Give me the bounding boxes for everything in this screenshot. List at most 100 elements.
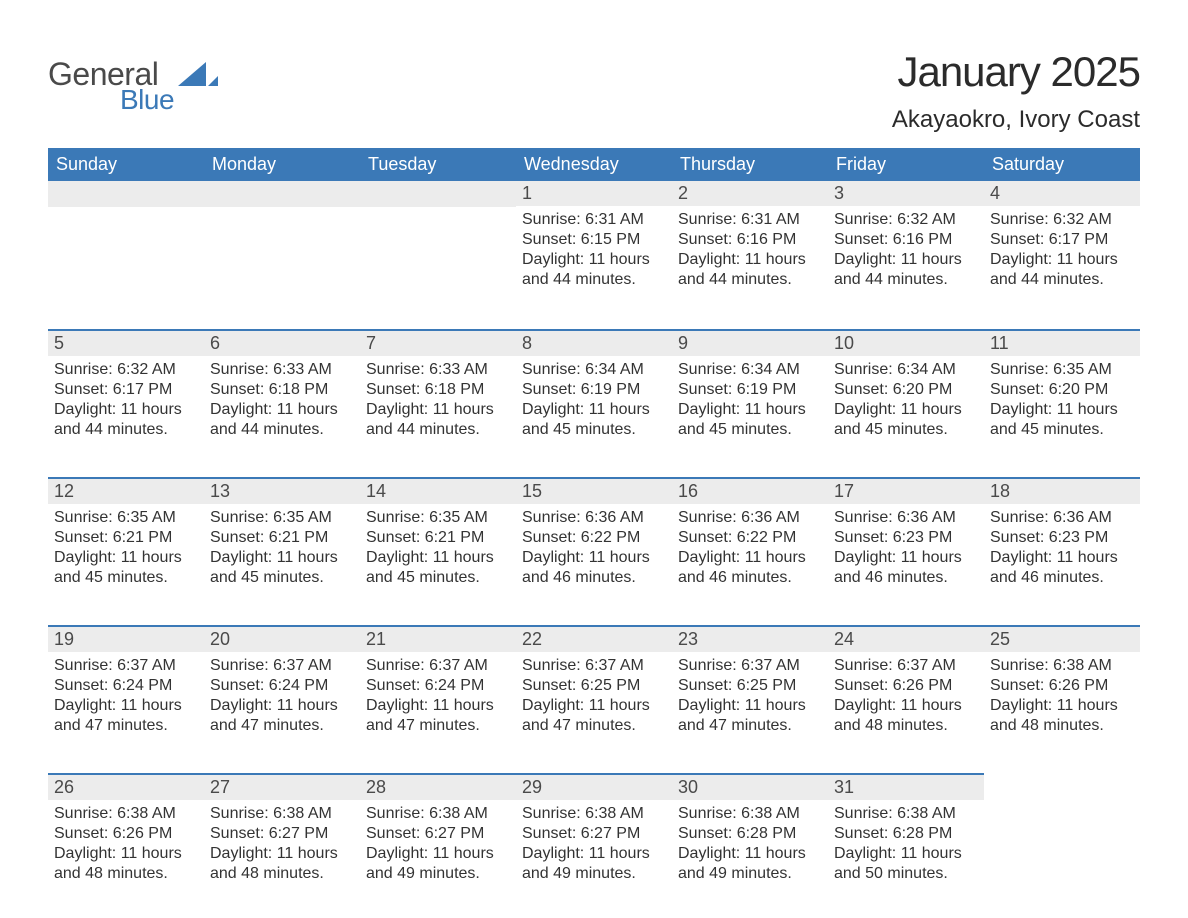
daylight-line: Daylight: 11 hours and 46 minutes. [834,548,978,588]
day-details: Sunrise: 6:38 AMSunset: 6:26 PMDaylight:… [48,800,204,890]
calendar-day-cell: 23Sunrise: 6:37 AMSunset: 6:25 PMDayligh… [672,625,828,757]
daylight-line: Daylight: 11 hours and 50 minutes. [834,844,978,884]
sunset-line: Sunset: 6:27 PM [522,824,666,844]
day-number: 20 [204,625,360,652]
calendar-day-cell [204,181,360,313]
logo-text: General Blue [48,58,174,114]
sunset-line: Sunset: 6:21 PM [366,528,510,548]
day-details: Sunrise: 6:38 AMSunset: 6:27 PMDaylight:… [204,800,360,890]
daylight-line: Daylight: 11 hours and 44 minutes. [210,400,354,440]
day-number: 3 [828,181,984,206]
empty-day-bar [48,181,204,207]
daylight-line: Daylight: 11 hours and 48 minutes. [54,844,198,884]
sunrise-line: Sunrise: 6:37 AM [834,656,978,676]
sunset-line: Sunset: 6:25 PM [522,676,666,696]
calendar-day-cell [360,181,516,313]
sunrise-line: Sunrise: 6:36 AM [834,508,978,528]
sunrise-line: Sunrise: 6:38 AM [522,804,666,824]
sunrise-line: Sunrise: 6:33 AM [210,360,354,380]
sunrise-line: Sunrise: 6:38 AM [54,804,198,824]
day-number: 23 [672,625,828,652]
day-number: 6 [204,329,360,356]
day-number: 12 [48,477,204,504]
logo: General Blue [48,58,218,114]
day-number: 7 [360,329,516,356]
sunset-line: Sunset: 6:22 PM [678,528,822,548]
daylight-line: Daylight: 11 hours and 49 minutes. [678,844,822,884]
logo-blue-text: Blue [120,86,174,114]
day-details: Sunrise: 6:31 AMSunset: 6:16 PMDaylight:… [672,206,828,296]
daylight-line: Daylight: 11 hours and 49 minutes. [366,844,510,884]
sunset-line: Sunset: 6:17 PM [990,230,1134,250]
daylight-line: Daylight: 11 hours and 45 minutes. [990,400,1134,440]
week-spacer [48,609,1140,625]
day-details: Sunrise: 6:38 AMSunset: 6:28 PMDaylight:… [828,800,984,890]
day-number: 21 [360,625,516,652]
day-number: 11 [984,329,1140,356]
calendar-day-cell: 13Sunrise: 6:35 AMSunset: 6:21 PMDayligh… [204,477,360,609]
day-number: 27 [204,773,360,800]
sunrise-line: Sunrise: 6:32 AM [834,210,978,230]
weekday-header: Tuesday [360,148,516,181]
day-details: Sunrise: 6:37 AMSunset: 6:24 PMDaylight:… [360,652,516,742]
sunrise-line: Sunrise: 6:34 AM [834,360,978,380]
weekday-header: Sunday [48,148,204,181]
day-details: Sunrise: 6:34 AMSunset: 6:19 PMDaylight:… [516,356,672,446]
sunrise-line: Sunrise: 6:35 AM [990,360,1134,380]
daylight-line: Daylight: 11 hours and 44 minutes. [678,250,822,290]
daylight-line: Daylight: 11 hours and 46 minutes. [522,548,666,588]
sunrise-line: Sunrise: 6:34 AM [678,360,822,380]
day-number: 19 [48,625,204,652]
day-number: 26 [48,773,204,800]
calendar-day-cell: 17Sunrise: 6:36 AMSunset: 6:23 PMDayligh… [828,477,984,609]
day-details: Sunrise: 6:35 AMSunset: 6:21 PMDaylight:… [48,504,204,594]
day-details: Sunrise: 6:37 AMSunset: 6:24 PMDaylight:… [48,652,204,742]
calendar-day-cell: 24Sunrise: 6:37 AMSunset: 6:26 PMDayligh… [828,625,984,757]
weekday-header: Thursday [672,148,828,181]
sunrise-line: Sunrise: 6:37 AM [522,656,666,676]
calendar-day-cell: 18Sunrise: 6:36 AMSunset: 6:23 PMDayligh… [984,477,1140,609]
sunrise-line: Sunrise: 6:38 AM [990,656,1134,676]
sunrise-line: Sunrise: 6:35 AM [210,508,354,528]
sunset-line: Sunset: 6:26 PM [990,676,1134,696]
day-number: 1 [516,181,672,206]
empty-day-bar [204,181,360,207]
day-details: Sunrise: 6:37 AMSunset: 6:25 PMDaylight:… [516,652,672,742]
day-details: Sunrise: 6:35 AMSunset: 6:21 PMDaylight:… [204,504,360,594]
day-details: Sunrise: 6:33 AMSunset: 6:18 PMDaylight:… [204,356,360,446]
day-number: 5 [48,329,204,356]
sunrise-line: Sunrise: 6:31 AM [522,210,666,230]
daylight-line: Daylight: 11 hours and 44 minutes. [522,250,666,290]
calendar-day-cell: 7Sunrise: 6:33 AMSunset: 6:18 PMDaylight… [360,329,516,461]
calendar-week-row: 5Sunrise: 6:32 AMSunset: 6:17 PMDaylight… [48,329,1140,461]
calendar-week-row: 12Sunrise: 6:35 AMSunset: 6:21 PMDayligh… [48,477,1140,609]
sunset-line: Sunset: 6:26 PM [834,676,978,696]
weekday-header: Wednesday [516,148,672,181]
week-spacer [48,313,1140,329]
day-number: 22 [516,625,672,652]
calendar-day-cell: 11Sunrise: 6:35 AMSunset: 6:20 PMDayligh… [984,329,1140,461]
sunrise-line: Sunrise: 6:38 AM [678,804,822,824]
calendar-day-cell: 22Sunrise: 6:37 AMSunset: 6:25 PMDayligh… [516,625,672,757]
day-number: 30 [672,773,828,800]
calendar-day-cell: 20Sunrise: 6:37 AMSunset: 6:24 PMDayligh… [204,625,360,757]
sunset-line: Sunset: 6:28 PM [678,824,822,844]
daylight-line: Daylight: 11 hours and 48 minutes. [210,844,354,884]
calendar-day-cell: 30Sunrise: 6:38 AMSunset: 6:28 PMDayligh… [672,773,828,905]
daylight-line: Daylight: 11 hours and 46 minutes. [990,548,1134,588]
sunset-line: Sunset: 6:26 PM [54,824,198,844]
sunrise-line: Sunrise: 6:35 AM [54,508,198,528]
week-spacer [48,757,1140,773]
sunrise-line: Sunrise: 6:38 AM [210,804,354,824]
day-number: 25 [984,625,1140,652]
sunset-line: Sunset: 6:23 PM [834,528,978,548]
sunset-line: Sunset: 6:24 PM [366,676,510,696]
day-details: Sunrise: 6:35 AMSunset: 6:21 PMDaylight:… [360,504,516,594]
day-number: 10 [828,329,984,356]
weekday-header: Saturday [984,148,1140,181]
sunrise-line: Sunrise: 6:34 AM [522,360,666,380]
sunrise-line: Sunrise: 6:36 AM [678,508,822,528]
day-details: Sunrise: 6:38 AMSunset: 6:28 PMDaylight:… [672,800,828,890]
daylight-line: Daylight: 11 hours and 48 minutes. [990,696,1134,736]
day-number: 13 [204,477,360,504]
